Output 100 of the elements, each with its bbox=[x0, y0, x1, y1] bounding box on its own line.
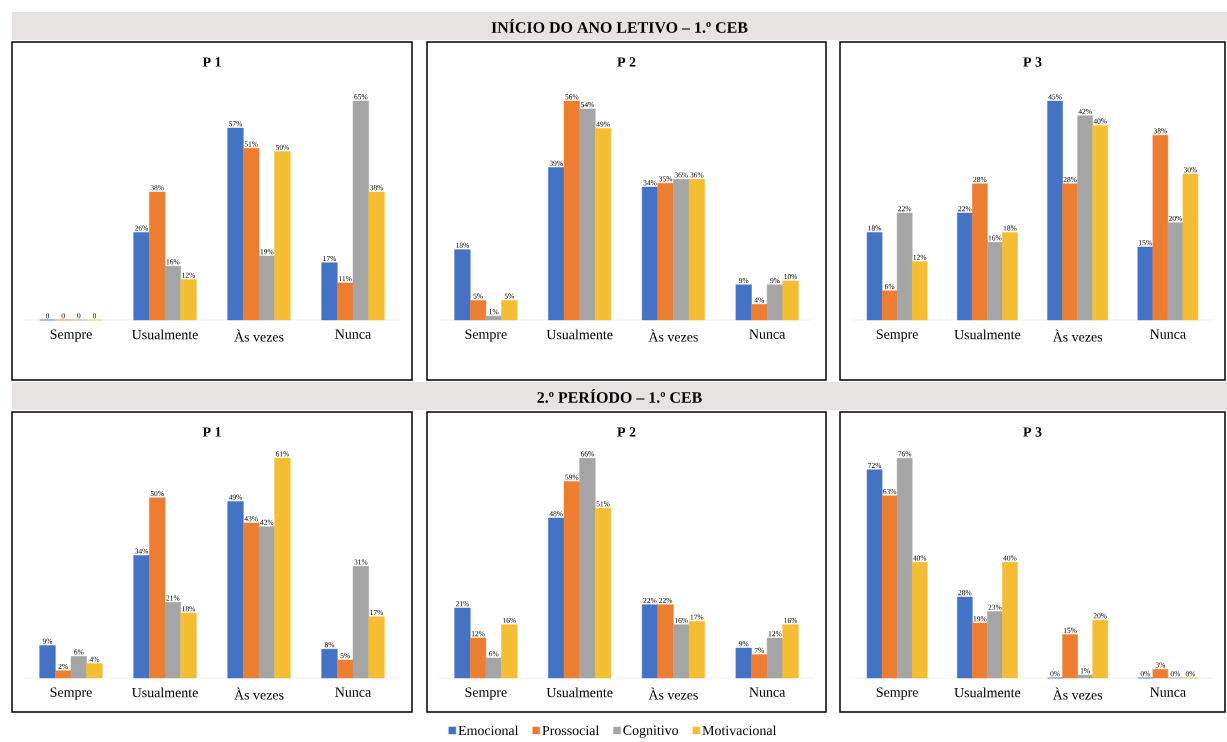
bar bbox=[766, 284, 784, 321]
x-tick-label: Às vezes bbox=[1052, 687, 1103, 700]
bar bbox=[243, 522, 260, 679]
bar bbox=[133, 555, 150, 679]
bar bbox=[149, 497, 166, 679]
x-tick-label: Às vezes bbox=[234, 687, 284, 700]
x-tick-label: Nunca bbox=[335, 329, 372, 339]
bar bbox=[501, 624, 518, 679]
bar bbox=[641, 604, 659, 679]
x-tick-label: Às vezes bbox=[1052, 329, 1103, 342]
bar bbox=[1092, 125, 1108, 321]
bar bbox=[1167, 222, 1184, 321]
x-tick-label: Sempre bbox=[465, 329, 507, 342]
bar bbox=[337, 282, 354, 321]
x-tick-label: Nunca bbox=[749, 329, 786, 339]
bar bbox=[896, 212, 913, 321]
legend-label: Emocional bbox=[458, 725, 519, 736]
bar bbox=[911, 562, 928, 679]
bar bbox=[274, 457, 291, 679]
x-tick-label: Usualmente bbox=[954, 329, 1021, 340]
bar bbox=[782, 624, 799, 679]
bar bbox=[1182, 173, 1199, 321]
bar bbox=[274, 151, 291, 321]
bar bbox=[688, 179, 705, 321]
bar bbox=[1152, 134, 1169, 321]
bar bbox=[751, 304, 768, 321]
bar bbox=[579, 457, 596, 679]
bar bbox=[470, 637, 487, 679]
bar bbox=[1077, 115, 1093, 321]
bar bbox=[1062, 634, 1078, 679]
bar bbox=[563, 100, 580, 321]
bar bbox=[595, 507, 612, 679]
bar bbox=[735, 284, 752, 321]
bar bbox=[766, 637, 784, 679]
x-tick-label: Sempre bbox=[876, 329, 918, 342]
x-tick-label: Sempre bbox=[465, 687, 507, 700]
chart-title: P 1 bbox=[202, 57, 221, 67]
x-tick-label: Usualmente bbox=[132, 329, 198, 340]
text: INÍCIO DO ANO LETIVO – 1.º CEB bbox=[491, 19, 748, 33]
bar bbox=[657, 182, 674, 321]
bar bbox=[673, 179, 690, 321]
bar bbox=[1152, 669, 1169, 679]
bar bbox=[957, 212, 973, 321]
bar bbox=[86, 663, 103, 679]
x-tick-label: Nunca bbox=[1150, 329, 1186, 339]
bar bbox=[55, 670, 72, 679]
bar bbox=[972, 622, 988, 679]
bar bbox=[258, 526, 275, 679]
bar bbox=[352, 100, 369, 321]
legend-label: Prossocial bbox=[542, 725, 600, 736]
x-tick-label: Nunca bbox=[1150, 687, 1186, 697]
bar bbox=[352, 566, 369, 679]
bar bbox=[595, 128, 612, 321]
bar bbox=[227, 127, 244, 321]
bar bbox=[164, 265, 181, 321]
chart-title: P 3 bbox=[1023, 57, 1042, 67]
bar bbox=[501, 300, 518, 321]
bar bbox=[866, 232, 883, 321]
bar bbox=[321, 648, 338, 679]
bar bbox=[227, 501, 244, 679]
bar bbox=[485, 315, 502, 321]
x-tick-label: Às vezes bbox=[648, 329, 698, 342]
bar bbox=[454, 249, 471, 321]
bar bbox=[1092, 619, 1108, 679]
text: 2.º PERÍODO – 1.º CEB bbox=[537, 389, 702, 403]
bar bbox=[70, 656, 87, 679]
bar bbox=[39, 645, 56, 679]
legend-label: Cognitivo bbox=[623, 725, 679, 738]
x-tick-label: Usualmente bbox=[132, 687, 198, 698]
bar bbox=[782, 280, 799, 321]
bar bbox=[673, 624, 690, 679]
chart-title: P 1 bbox=[202, 427, 221, 437]
bar bbox=[987, 241, 1003, 321]
bar bbox=[180, 279, 197, 321]
x-tick-label: Sempre bbox=[876, 687, 918, 700]
bar bbox=[470, 300, 487, 321]
x-tick-label: Usualmente bbox=[546, 687, 613, 698]
bar bbox=[641, 186, 659, 321]
bar bbox=[579, 108, 596, 321]
x-tick-label: Às vezes bbox=[234, 329, 284, 342]
x-tick-label: Nunca bbox=[749, 687, 786, 697]
legend-label: Motivacional bbox=[702, 725, 777, 736]
bar bbox=[1077, 674, 1093, 679]
bar bbox=[321, 262, 338, 321]
x-tick-label: Sempre bbox=[50, 329, 92, 342]
bar bbox=[735, 647, 752, 679]
bar bbox=[368, 616, 385, 679]
bar bbox=[987, 611, 1003, 679]
bar bbox=[1002, 232, 1018, 321]
chart-title: P 2 bbox=[617, 427, 636, 437]
bar bbox=[688, 621, 705, 679]
bar bbox=[548, 517, 565, 679]
x-tick-label: Sempre bbox=[50, 687, 92, 700]
bar bbox=[1047, 100, 1063, 321]
x-tick-label: Nunca bbox=[335, 687, 372, 697]
bar bbox=[881, 495, 898, 679]
chart-title: P 2 bbox=[617, 57, 636, 67]
bar bbox=[866, 469, 883, 679]
bar bbox=[972, 183, 988, 321]
bar bbox=[337, 659, 354, 679]
